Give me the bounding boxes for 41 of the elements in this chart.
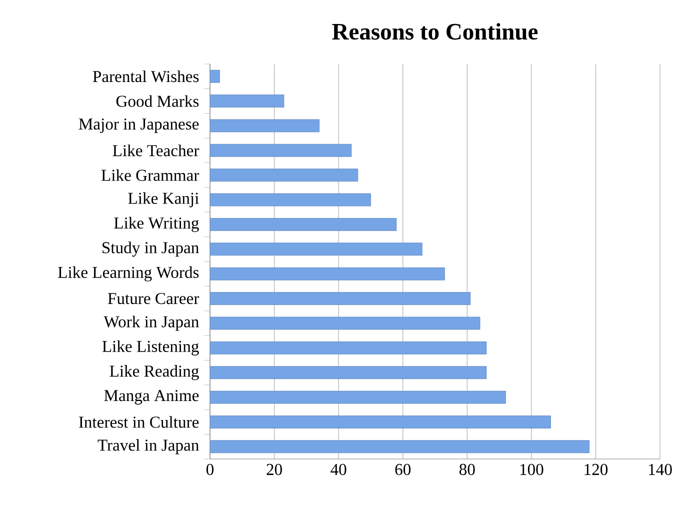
bar (210, 390, 506, 404)
chart-title: Reasons to Continue (332, 23, 538, 40)
y-tick-label: Study in Japan (102, 242, 199, 257)
bar (210, 218, 397, 231)
y-tick-label: Future Career (108, 292, 200, 304)
x-tick-label: 40 (330, 464, 346, 476)
bar (210, 168, 358, 182)
x-tick-label: 80 (459, 464, 475, 476)
bar (210, 70, 220, 83)
y-tick-label: Travel in Japan (98, 439, 199, 454)
bar (210, 292, 471, 305)
y-tick-label: Interest in Culture (79, 416, 199, 428)
bar (210, 144, 352, 157)
x-tick-label: 0 (206, 464, 214, 476)
x-tick-label: 20 (266, 464, 282, 476)
x-tick-label: 60 (395, 464, 411, 476)
y-tick-label: Like Listening (102, 340, 199, 356)
y-tick-label: Major in Japanese (78, 118, 199, 133)
y-tick-label: Manga Anime (104, 390, 199, 405)
x-tick-label: 120 (584, 464, 608, 476)
bar (210, 440, 590, 454)
bar (210, 416, 551, 428)
y-tick-label: Like Writing (114, 216, 199, 232)
bar (210, 267, 445, 280)
x-tick-label: 100 (520, 464, 544, 476)
y-tick-label: Like Grammar (101, 169, 200, 181)
bar (210, 119, 320, 132)
bar (210, 193, 371, 206)
x-tick-label: 140 (649, 464, 672, 476)
y-tick-label: Like Teacher (112, 144, 200, 156)
y-tick-label: Work in Japan (104, 316, 199, 331)
y-tick-label: Parental Wishes (92, 70, 199, 82)
y-tick-label: Like Kanji (128, 192, 199, 208)
y-tick-label: Like Learning Words (58, 266, 199, 282)
bar (210, 242, 422, 256)
y-tick-label: Good Marks (116, 95, 199, 107)
bar (210, 366, 487, 380)
bar (210, 341, 487, 354)
bar (210, 94, 284, 108)
y-tick-label: Like Reading (110, 365, 199, 380)
bar (210, 316, 480, 330)
